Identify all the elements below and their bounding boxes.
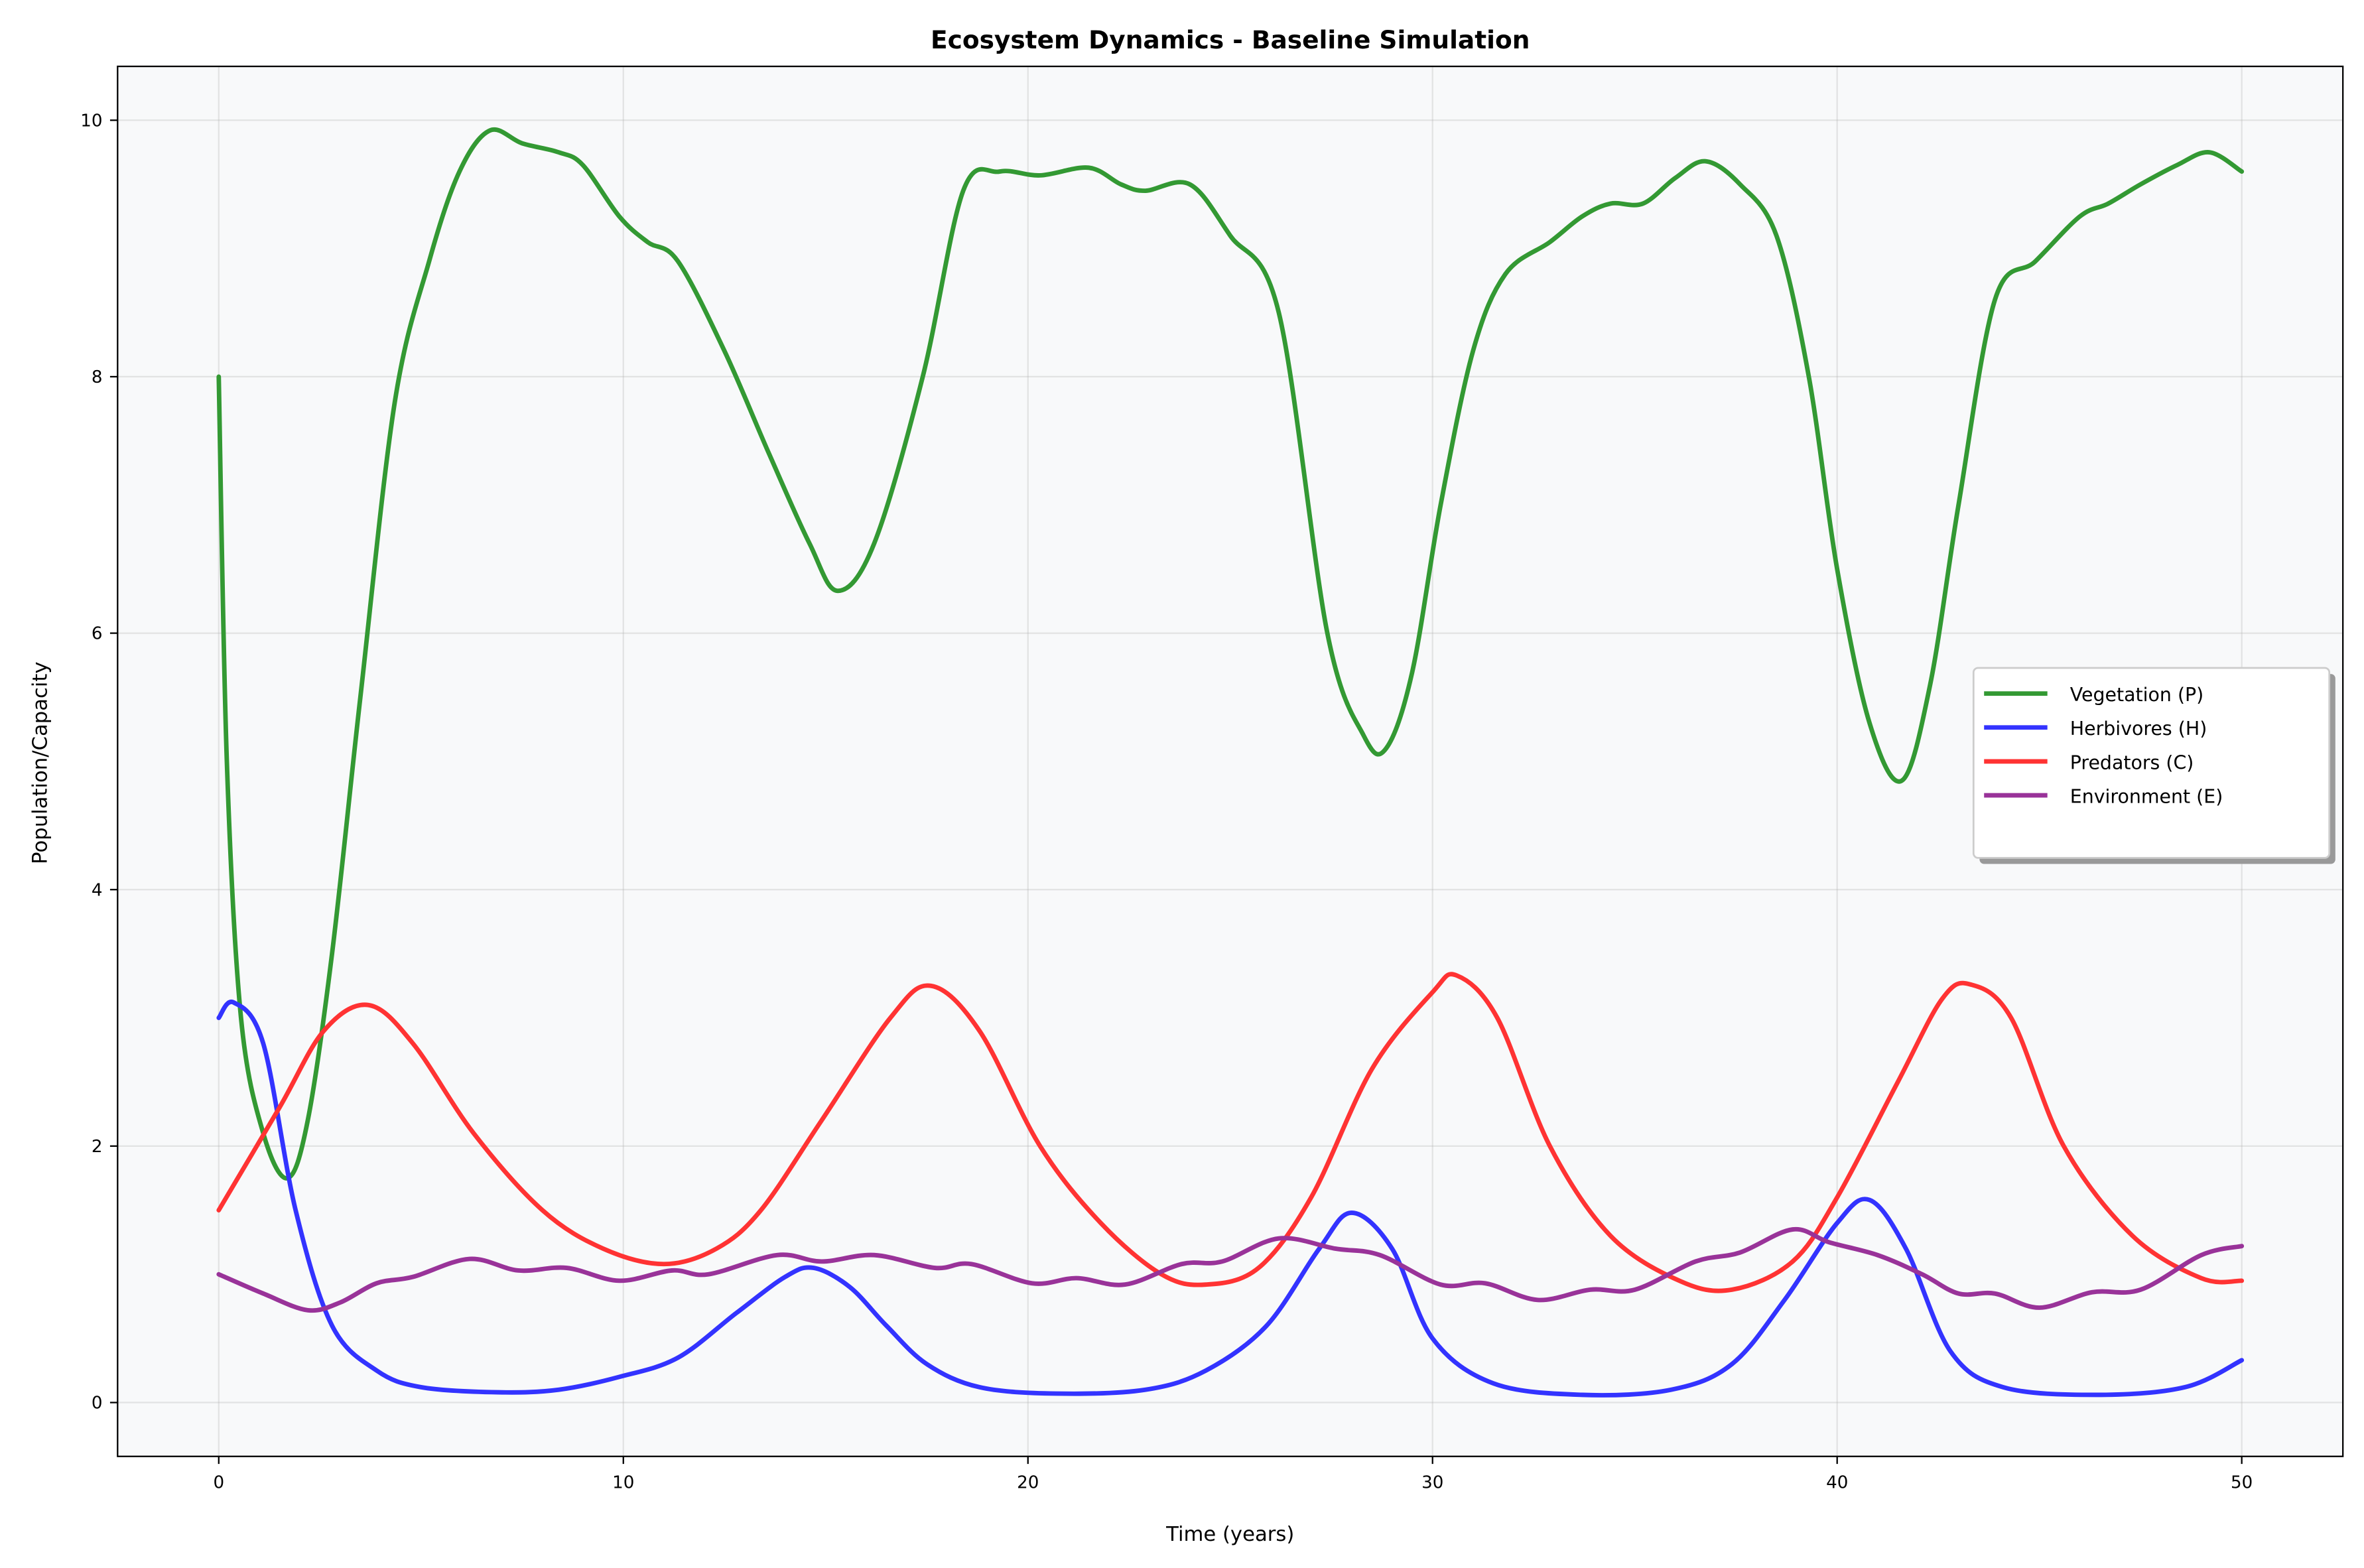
- chart-title: Ecosystem Dynamics - Baseline Simulation: [931, 25, 1530, 54]
- y-tick-label: 8: [92, 367, 103, 387]
- y-axis-label: Population/Capacity: [29, 661, 52, 864]
- y-tick-label: 10: [80, 111, 102, 131]
- series-lines: [216, 127, 2245, 1398]
- y-tick-label: 0: [92, 1394, 103, 1413]
- x-axis-label: Time (years): [1165, 1523, 1294, 1546]
- legend-label-vegetation: Vegetation (P): [2070, 684, 2204, 706]
- x-tick-label: 50: [2231, 1472, 2253, 1492]
- y-axis: 0 2 4 6 8 10: [80, 111, 118, 1413]
- legend: Vegetation (P) Herbivores (H) Predators (C…: [1972, 667, 2335, 864]
- x-tick-label: 0: [213, 1472, 224, 1492]
- y-tick-label: 6: [92, 624, 103, 644]
- y-tick-label: 2: [92, 1137, 103, 1157]
- x-tick-label: 10: [612, 1472, 634, 1492]
- series-line-vegetation: [216, 127, 2245, 1181]
- x-axis: 0 10 20 30 40 50: [213, 1456, 2253, 1492]
- plot-area: [117, 66, 2343, 1457]
- x-tick-label: 40: [1826, 1472, 1848, 1492]
- series-line-predators: [216, 972, 2245, 1293]
- x-tick-label: 20: [1017, 1472, 1039, 1492]
- grid: [117, 66, 2343, 1457]
- x-tick-label: 30: [1421, 1472, 1443, 1492]
- series-line-environment: [216, 1226, 2245, 1313]
- legend-label-herbivores: Herbivores (H): [2070, 718, 2207, 740]
- y-tick-label: 4: [92, 880, 103, 900]
- legend-box: [1972, 667, 2331, 859]
- plot-frame: [117, 65, 2344, 1457]
- series-line-herbivores: [216, 1000, 2245, 1398]
- legend-label-environment: Environment (E): [2070, 785, 2223, 807]
- legend-label-predators: Predators (C): [2070, 751, 2194, 773]
